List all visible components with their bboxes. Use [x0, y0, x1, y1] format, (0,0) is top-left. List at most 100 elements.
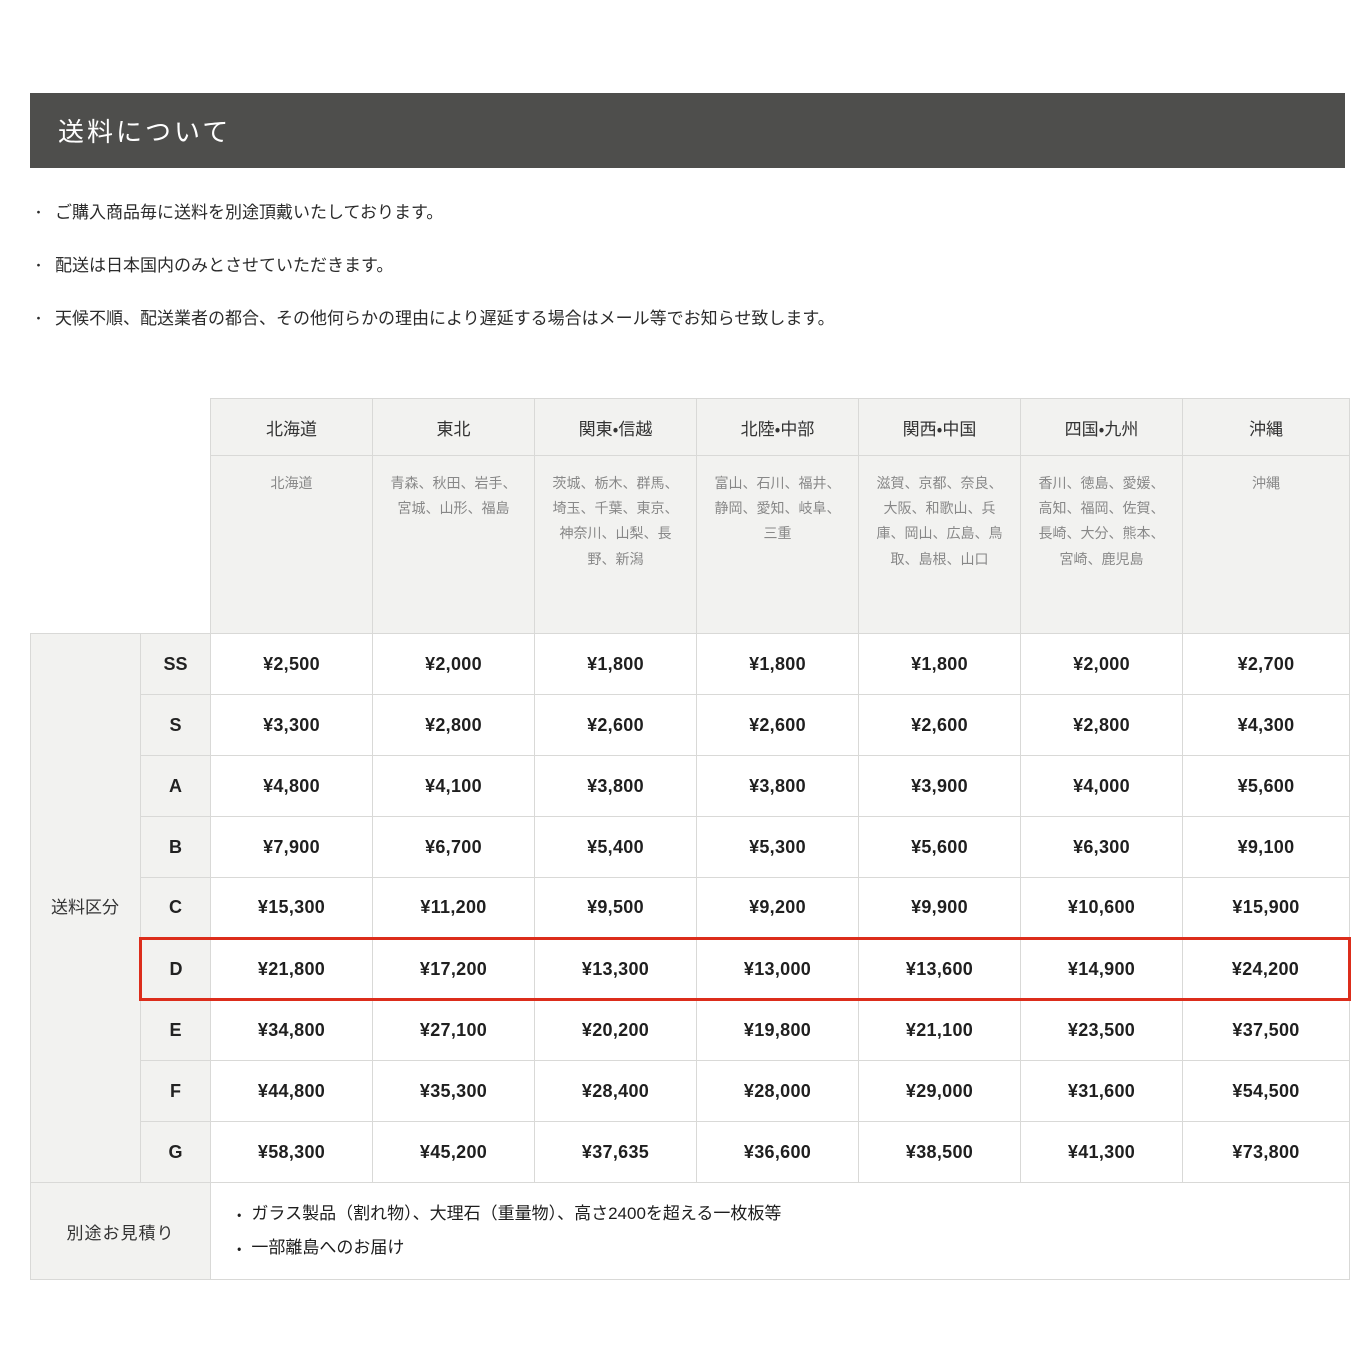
price-cell: ¥14,900	[1020, 937, 1183, 1001]
prefecture-cell: 沖縄	[1182, 455, 1350, 634]
price-cell: ¥35,300	[372, 1060, 535, 1122]
bullet-icon: ・	[32, 311, 46, 326]
fee-row-G: G ¥58,300 ¥45,200 ¥37,635 ¥36,600 ¥38,500 ¥41,…	[31, 1121, 1350, 1183]
region-header-cell: 北陸・中部	[696, 398, 859, 456]
price-cell: ¥34,800	[210, 999, 373, 1061]
price-cell: ¥5,600	[858, 816, 1021, 878]
row-label-cell: C	[140, 877, 211, 939]
price-cell: ¥2,800	[372, 694, 535, 756]
price-cell: ¥27,100	[372, 999, 535, 1061]
region-header-cell: 東北	[372, 398, 535, 456]
price-cell: ¥1,800	[858, 633, 1021, 695]
price-cell: ¥6,700	[372, 816, 535, 878]
row-label-cell: F	[140, 1060, 211, 1122]
price-cell: ¥29,000	[858, 1060, 1021, 1122]
price-cell: ¥3,300	[210, 694, 373, 756]
fee-row-F: F ¥44,800 ¥35,300 ¥28,400 ¥28,000 ¥29,000 ¥31,…	[31, 1060, 1350, 1122]
price-cell: ¥13,000	[696, 937, 859, 1001]
price-cell: ¥10,600	[1020, 877, 1183, 939]
price-cell: ¥23,500	[1020, 999, 1183, 1061]
price-cell: ¥5,300	[696, 816, 859, 878]
price-cell: ¥2,000	[1020, 633, 1183, 695]
note-text: 天候不順、配送業者の都合、その他何らかの理由により遅延する場合はメール等でお知ら…	[55, 309, 835, 328]
fee-class-header-cell: 送料区分	[30, 633, 141, 1183]
price-cell: ¥20,200	[534, 999, 697, 1061]
price-cell: ¥1,800	[534, 633, 697, 695]
list-item: ・ 配送は日本国内のみとさせていただきます。	[32, 253, 1342, 279]
price-cell: ¥28,400	[534, 1060, 697, 1122]
row-label-cell: E	[140, 999, 211, 1061]
price-cell: ¥19,800	[696, 999, 859, 1061]
price-cell: ¥2,700	[1182, 633, 1350, 695]
estimate-label-cell: 別途お見積り	[30, 1182, 211, 1280]
price-cell: ¥44,800	[210, 1060, 373, 1122]
row-label-cell: B	[140, 816, 211, 878]
corner-blank	[30, 398, 211, 634]
fee-row-B: B ¥7,900 ¥6,700 ¥5,400 ¥5,300 ¥5,600 ¥6,300 ¥9,…	[31, 816, 1350, 878]
price-cell: ¥28,000	[696, 1060, 859, 1122]
price-cell: ¥5,400	[534, 816, 697, 878]
fee-row-D: D ¥21,800 ¥17,200 ¥13,300 ¥13,000 ¥13,600 ¥14,…	[31, 937, 1351, 1001]
price-cell: ¥2,000	[372, 633, 535, 695]
price-cell: ¥9,200	[696, 877, 859, 939]
bullet-icon: ・	[32, 205, 46, 220]
fee-row-E: E ¥34,800 ¥27,100 ¥20,200 ¥19,800 ¥21,100 ¥23,…	[31, 999, 1350, 1061]
price-cell: ¥54,500	[1182, 1060, 1350, 1122]
row-label-cell: SS	[140, 633, 211, 695]
price-cell: ¥9,500	[534, 877, 697, 939]
estimate-item-text: 一部離島へのお届け	[251, 1238, 405, 1257]
price-cell: ¥2,600	[696, 694, 859, 756]
price-cell: ¥21,100	[858, 999, 1021, 1061]
prefecture-cell: 滋賀、京都、奈良、大阪、和歌山、兵庫、岡山、広島、鳥取、島根、山口	[858, 455, 1021, 634]
row-label-cell: G	[140, 1121, 211, 1183]
estimate-content-cell: ・ガラス製品（割れ物）、大理石（重量物）、高さ2400を超える一枚板等・一部離島…	[210, 1182, 1350, 1280]
price-cell: ¥9,100	[1182, 816, 1350, 878]
price-cell: ¥15,900	[1182, 877, 1350, 939]
prefecture-cell: 青森、秋田、岩手、宮城、山形、福島	[372, 455, 535, 634]
estimate-item: ・一部離島へのお届け	[237, 1231, 1323, 1265]
fee-row-S: S ¥3,300 ¥2,800 ¥2,600 ¥2,600 ¥2,600 ¥2,800 ¥4,…	[31, 694, 1350, 756]
price-cell: ¥13,600	[858, 937, 1021, 1001]
region-header-row: 北海道 東北 関東・信越 北陸・中部 関西・中国 四国・九州 沖縄	[30, 398, 1350, 634]
estimate-item-text: ガラス製品（割れ物）、大理石（重量物）、高さ2400を超える一枚板等	[251, 1204, 782, 1223]
shipping-fee-table-wrap: 北海道 東北 関東・信越 北陸・中部 関西・中国 四国・九州 沖縄 北海道 青森、秋田、岩手、宮…	[30, 398, 1351, 1280]
bullet-icon: ・	[237, 1241, 242, 1256]
price-cell: ¥36,600	[696, 1121, 859, 1183]
shipping-notes-list: ・ ご購入商品毎に送料を別途頂戴いたしております。 ・ 配送は日本国内のみとさせ…	[32, 200, 1342, 359]
bullet-icon: ・	[32, 258, 46, 273]
price-cell: ¥3,900	[858, 755, 1021, 817]
row-label-cell: A	[140, 755, 211, 817]
row-label-cell: S	[140, 694, 211, 756]
prefecture-cell: 香川、徳島、愛媛、高知、福岡、佐賀、長崎、大分、熊本、宮崎、鹿児島	[1020, 455, 1183, 634]
prefecture-cell: 富山、石川、福井、静岡、愛知、岐阜、三重	[696, 455, 859, 634]
price-cell: ¥38,500	[858, 1121, 1021, 1183]
list-item: ・ ご購入商品毎に送料を別途頂戴いたしております。	[32, 200, 1342, 226]
price-cell: ¥1,800	[696, 633, 859, 695]
price-cell: ¥4,300	[1182, 694, 1350, 756]
price-cell: ¥6,300	[1020, 816, 1183, 878]
price-cell: ¥41,300	[1020, 1121, 1183, 1183]
price-cell: ¥9,900	[858, 877, 1021, 939]
price-cell: ¥17,200	[372, 937, 535, 1001]
estimate-item: ・ガラス製品（割れ物）、大理石（重量物）、高さ2400を超える一枚板等	[237, 1197, 1323, 1231]
fee-row-C: C ¥15,300 ¥11,200 ¥9,500 ¥9,200 ¥9,900 ¥10,600…	[31, 877, 1350, 939]
price-cell: ¥31,600	[1020, 1060, 1183, 1122]
shipping-fee-table: 北海道 東北 関東・信越 北陸・中部 関西・中国 四国・九州 沖縄 北海道 青森、秋田、岩手、宮…	[30, 398, 1351, 1280]
price-cell: ¥2,600	[534, 694, 697, 756]
section-title-bar: 送料について	[30, 93, 1345, 168]
estimate-row: 別途お見積り・ガラス製品（割れ物）、大理石（重量物）、高さ2400を超える一枚板…	[30, 1182, 1350, 1280]
price-cell: ¥37,500	[1182, 999, 1350, 1061]
region-header-cell: 関東・信越	[534, 398, 697, 456]
note-text: ご購入商品毎に送料を別途頂戴いたしております。	[55, 203, 444, 222]
region-header-cell: 関西・中国	[858, 398, 1021, 456]
fee-row-A: A ¥4,800 ¥4,100 ¥3,800 ¥3,800 ¥3,900 ¥4,000 ¥5,…	[31, 755, 1350, 817]
price-cell: ¥5,600	[1182, 755, 1350, 817]
prefecture-cell: 茨城、栃木、群馬、埼玉、千葉、東京、神奈川、山梨、長野、新潟	[534, 455, 697, 634]
region-header-cell: 沖縄	[1182, 398, 1350, 456]
region-header-cell: 北海道	[210, 398, 373, 456]
price-cell: ¥7,900	[210, 816, 373, 878]
price-cell: ¥4,000	[1020, 755, 1183, 817]
bullet-icon: ・	[237, 1207, 242, 1222]
prefecture-cell: 北海道	[210, 455, 373, 634]
region-header-cell: 四国・九州	[1020, 398, 1183, 456]
